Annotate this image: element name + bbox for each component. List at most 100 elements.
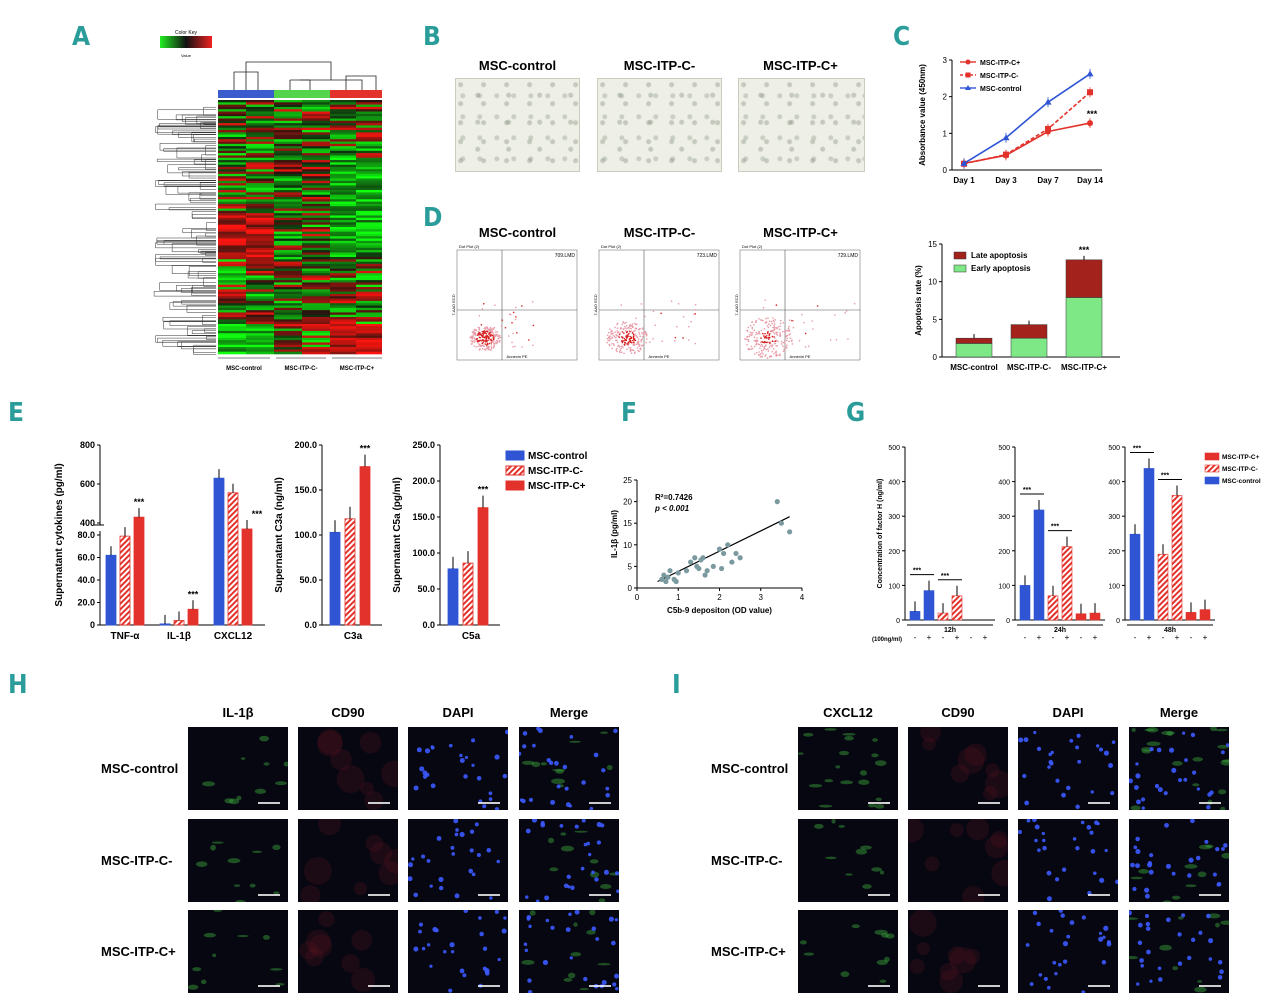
dendrogram-branch	[191, 132, 216, 143]
flow-event	[764, 333, 766, 335]
dapi-nucleus	[1103, 925, 1109, 931]
flow-title-itp-neg: MSC-ITP-C-	[623, 225, 696, 240]
flow-event	[485, 332, 488, 335]
e3-ytick-label: 250.0	[412, 440, 435, 450]
dapi-nucleus	[1206, 913, 1211, 919]
green-stain	[560, 845, 574, 852]
heatmap-cell	[246, 111, 274, 115]
heatmap-cell	[218, 227, 246, 230]
dapi-nucleus	[1137, 922, 1143, 928]
e3-bar	[447, 568, 459, 626]
flow-event	[486, 326, 489, 329]
red-stain	[318, 911, 335, 928]
dapi-nucleus	[591, 926, 597, 931]
heatmap-cell	[218, 259, 246, 262]
flow-event	[635, 317, 637, 320]
dapi-nucleus	[488, 797, 493, 801]
heatmap-cell	[302, 171, 330, 175]
heatmap-cell	[218, 104, 246, 108]
green-stain	[1166, 731, 1174, 736]
red-stain	[317, 819, 342, 836]
dapi-nucleus	[418, 929, 422, 934]
flow-event	[618, 336, 621, 338]
heatmap-cell	[356, 268, 382, 272]
g-timepoint-label: 24h	[1054, 627, 1066, 634]
heatmap-cell	[218, 307, 246, 311]
heatmap-cell	[246, 268, 274, 272]
heatmap-cell	[356, 109, 382, 112]
i-fluorescence-image	[798, 910, 898, 993]
dendrogram-branch	[155, 335, 216, 343]
heatmap-cell	[246, 148, 274, 152]
e3-ylabel: Supernatant C5a (pg/ml)	[392, 477, 403, 593]
dapi-nucleus	[554, 760, 559, 766]
heatmap-cell	[274, 298, 302, 302]
flow-event	[785, 339, 788, 342]
dapi-nucleus	[1075, 745, 1080, 750]
flow-event	[834, 314, 836, 316]
heatmap-cell	[302, 273, 330, 276]
dapi-nucleus	[462, 973, 467, 978]
flow-event	[481, 332, 484, 335]
heatmap-cell	[218, 275, 246, 279]
g-timepoint-label: 48h	[1164, 627, 1176, 634]
g-ytick-label: 300	[888, 514, 900, 521]
flow-event	[782, 330, 784, 333]
g-ytick-label: 100	[888, 583, 900, 590]
flow-event	[763, 335, 765, 337]
green-stain	[824, 728, 837, 731]
heatmap-cell	[274, 227, 302, 230]
heatmap-cell	[302, 296, 330, 299]
heatmap-cell	[274, 143, 302, 147]
i-fluorescence-image	[1129, 819, 1229, 902]
heatmap-cell	[356, 208, 382, 212]
flow-event	[486, 347, 489, 349]
flow-event	[621, 340, 624, 342]
flow-event	[688, 325, 690, 328]
c-line-0	[963, 122, 1091, 165]
h-row-label: MSC-ITP-C+	[101, 944, 176, 959]
heatmap-cell	[330, 220, 358, 223]
red-stain	[985, 763, 1000, 778]
g-bar	[951, 595, 963, 621]
dapi-nucleus	[1188, 857, 1194, 863]
heatmap-cell	[330, 187, 358, 191]
d-bar-1	[1065, 259, 1103, 298]
g-ytick-label: 200	[1108, 549, 1120, 556]
fluorescence-texture	[413, 910, 507, 993]
e3-ytick-label: 150.0	[412, 512, 435, 522]
heatmap-cell	[246, 287, 274, 290]
heatmap-cell	[302, 192, 330, 195]
group-bar-control	[218, 90, 274, 98]
d-bar-1	[955, 337, 993, 344]
micro-image-control	[455, 78, 580, 172]
flow-event	[627, 326, 630, 329]
flow-event	[624, 342, 627, 344]
flow-event	[632, 337, 635, 340]
dapi-nucleus	[1129, 778, 1133, 784]
heatmap-cell	[330, 208, 358, 212]
flow-event	[629, 347, 632, 349]
dapi-nucleus	[1146, 949, 1151, 955]
heatmap-cell	[302, 148, 330, 152]
heatmap-cell	[246, 326, 274, 329]
flow-event	[630, 324, 633, 327]
heatmap-cell	[330, 162, 358, 165]
green-stain	[831, 819, 836, 824]
dapi-nucleus	[1098, 936, 1104, 942]
dapi-nucleus	[1075, 846, 1080, 851]
flow-event	[630, 327, 632, 330]
g-annotation: ***	[1023, 487, 1031, 494]
dendrogram-branch	[157, 109, 216, 120]
e2-ytick-label: 50.0	[299, 575, 317, 585]
g-treat-label: -	[1024, 633, 1027, 642]
heatmap-cell	[302, 201, 330, 205]
flow-event	[788, 319, 791, 321]
heatmap-cell	[302, 307, 330, 311]
dapi-nucleus	[489, 896, 493, 900]
green-stain	[262, 935, 270, 940]
e2-ytick-label: 200.0	[294, 440, 317, 450]
heatmap-cell	[356, 222, 382, 225]
dapi-nucleus	[434, 928, 439, 933]
